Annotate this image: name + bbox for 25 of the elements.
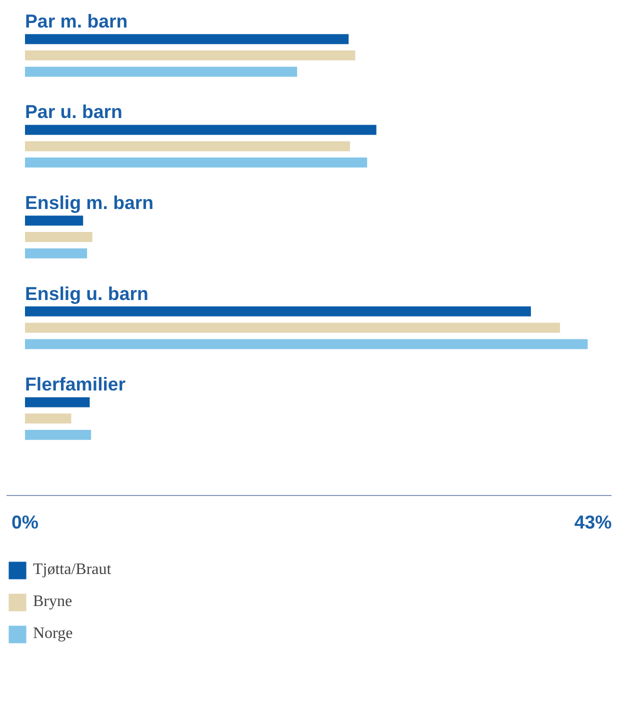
y-tick-label: Enslig u. barn — [24, 282, 148, 304]
bar — [24, 430, 92, 440]
y-tick-label: Enslig m. barn — [24, 192, 154, 213]
bar — [24, 414, 72, 424]
y-tick-label: Flerfamilier — [24, 374, 126, 395]
legend-label: Norge — [33, 625, 73, 643]
bar — [24, 216, 84, 226]
bar — [24, 124, 376, 135]
bar — [24, 66, 298, 77]
bar — [24, 50, 356, 60]
bar — [24, 397, 90, 408]
bar — [24, 339, 588, 350]
bar — [24, 141, 350, 152]
legend-label: Bryne — [33, 593, 72, 611]
bar — [24, 34, 349, 44]
bar — [24, 322, 560, 333]
y-tick-label: Par m. barn — [24, 10, 128, 32]
x-tick-label: 43% — [574, 512, 612, 533]
bar — [24, 158, 368, 168]
bar — [24, 232, 92, 242]
y-tick-label: Par u. barn — [24, 101, 122, 122]
bar — [24, 248, 88, 258]
bar — [24, 306, 531, 316]
legend-label: Tjøtta/Braut — [33, 561, 112, 579]
x-tick-label: 0% — [12, 512, 39, 533]
